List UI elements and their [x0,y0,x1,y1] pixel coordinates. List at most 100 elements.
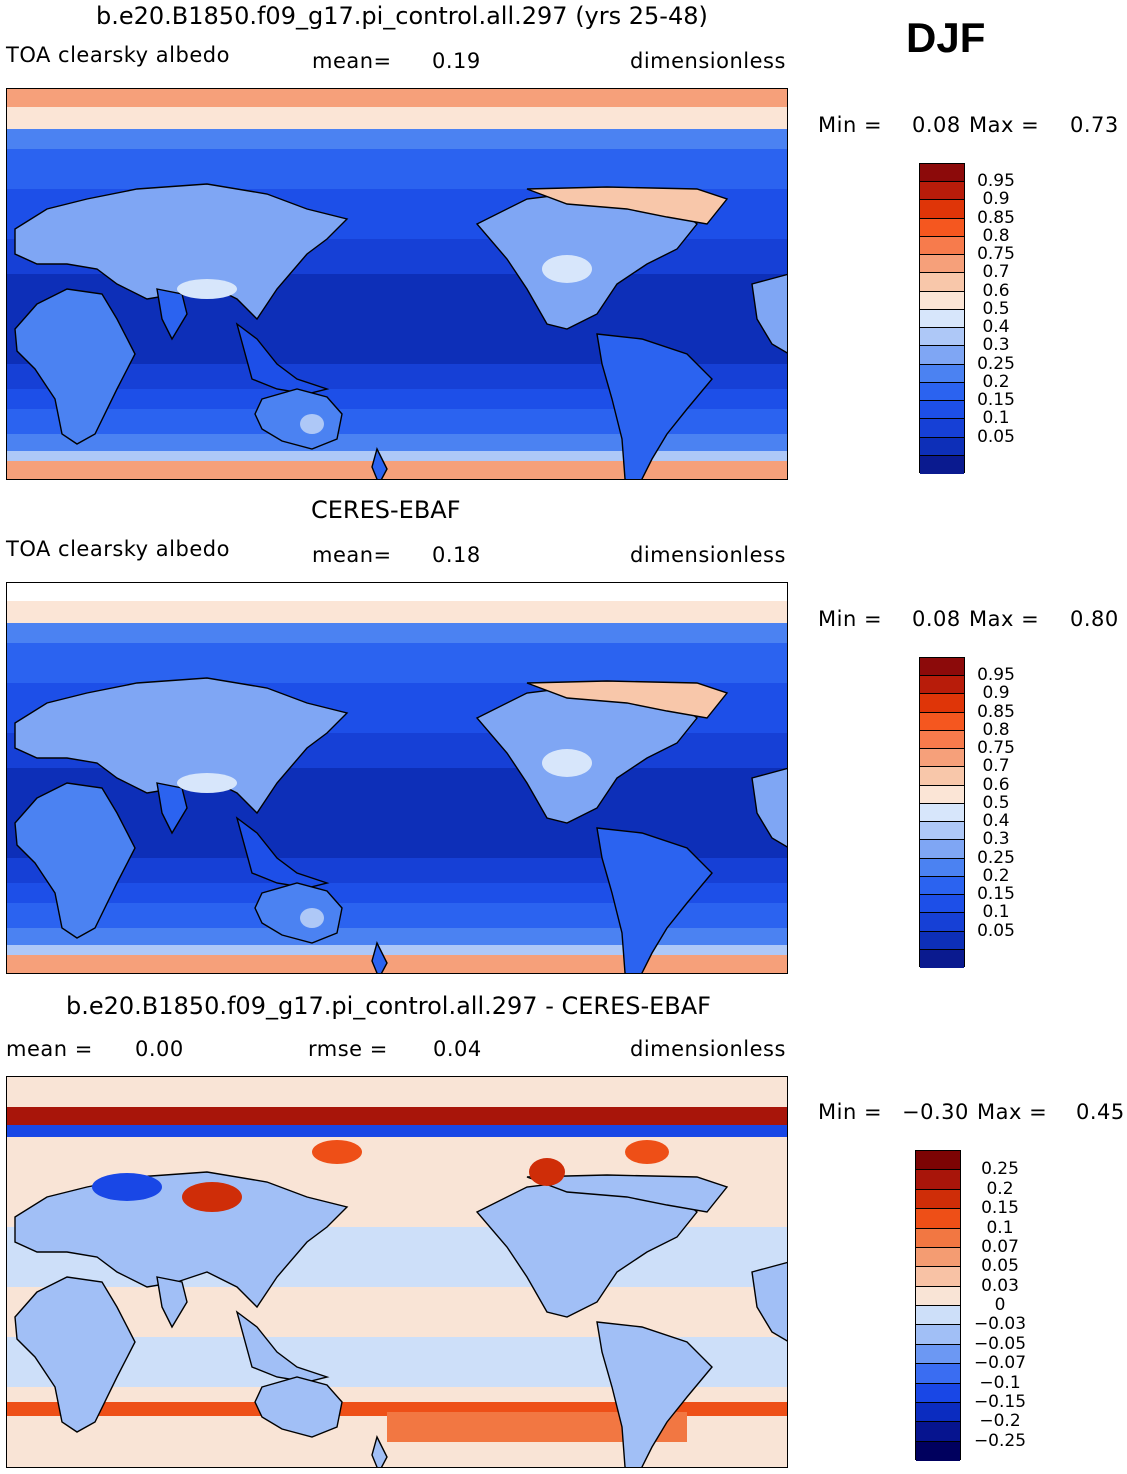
panel2-max-key: Max = [969,607,1040,631]
colorbar-tick-label: 0.05 [977,426,1015,447]
colorbar-swatch [916,1286,960,1306]
continent-eurasia [14,677,349,815]
colorbar-swatch [916,1422,960,1442]
colorbar-tick-label: 0.25 [981,1159,1019,1180]
latitude-band [7,883,787,903]
continent-samerica [596,333,713,479]
continent-india [156,288,188,341]
colorbar-swatch [916,1267,960,1287]
map-layer [7,1077,787,1467]
colorbar-swatch [920,236,964,256]
continent-westeu [751,273,787,354]
colorbar-tick-label: 0.2 [982,865,1010,886]
continent-nz [371,1435,388,1467]
continent-greenland [526,680,729,719]
panel1-min-key: Min = [818,113,883,137]
colorbar-swatch [916,1441,960,1461]
panel3-min-key: Min = [818,1100,883,1124]
colorbar-swatch [916,1402,960,1423]
continent-samerica [596,827,713,973]
colorbar-tick-label: 0.25 [977,353,1015,374]
panel1-units: dimensionless [630,49,786,73]
continent-samerica [596,1321,713,1467]
colorbar-tick-label: 0.5 [982,298,1010,319]
latitude-band [7,601,787,623]
latitude-band [7,955,787,973]
colorbar-tick-label: 0.3 [982,829,1010,850]
colorbar-tick-label: 0.7 [982,262,1010,283]
map-layer [7,583,787,973]
latitude-band [7,107,787,129]
panel2-map [6,582,788,974]
continent-india [156,782,188,835]
continent-australia [254,882,343,944]
colorbar-tick-label: 0.85 [977,701,1015,722]
colorbar-tick-label: 0.4 [982,317,1010,338]
colorbar-tick-label: 0.05 [977,920,1015,941]
colorbar-tick-label: 0.05 [981,1256,1019,1277]
latitude-band [7,389,787,409]
colorbar-swatch [920,785,964,804]
latitude-band [7,583,787,601]
latitude-band [7,451,787,461]
continent-australia [254,388,343,450]
panel1-mean-value: 0.19 [432,49,481,73]
colorbar-swatch [920,730,964,750]
panel3-min-value: −0.30 [902,1100,969,1124]
colorbar-swatch [920,876,964,896]
colorbar-tick-label: 0.95 [977,665,1015,686]
colorbar-swatch [916,1228,960,1248]
continent-westeu [751,1261,787,1342]
latitude-band [7,461,787,479]
high-albedo-patch [177,279,237,299]
colorbar-swatch [920,676,964,695]
continent-africa [14,782,136,939]
colorbar-swatch [920,291,964,310]
high-albedo-patch [177,773,237,793]
colorbar-tick-label: 0.15 [977,884,1015,905]
colorbar-tick-label: 0.95 [977,171,1015,192]
latitude-band [7,945,787,955]
panel2-units: dimensionless [630,543,786,567]
panel3-colorbar [915,1150,961,1461]
colorbar-tick-label: −0.15 [973,1391,1027,1412]
arctic-negative-band [7,1125,787,1137]
colorbar-tick-label: 0.1 [982,408,1010,429]
colorbar-swatch [920,913,964,932]
colorbar-swatch [916,1209,960,1229]
colorbar-swatch [920,200,964,219]
panel1-variable-label: TOA clearsky albedo [6,43,230,67]
arctic-positive-band [7,1107,787,1125]
colorbar-swatch [920,164,964,183]
panel2-min-key: Min = [818,607,883,631]
colorbar-swatch [920,949,964,968]
colorbar-swatch [920,895,964,914]
colorbar-tick-label: 0.03 [981,1275,1019,1296]
continent-greenland [526,1174,729,1213]
colorbar-tick-label: 0.5 [982,792,1010,813]
colorbar-tick-label: −0.1 [979,1372,1021,1393]
latitude-band [7,928,787,945]
colorbar-swatch [920,364,964,383]
colorbar-swatch [920,419,964,438]
panel3-rmse-value: 0.04 [433,1037,482,1061]
colorbar-swatch [920,694,964,713]
panel3-max-key: Max = [977,1100,1048,1124]
colorbar-swatch [920,255,964,274]
colorbar-tick-label: 0.75 [977,244,1015,265]
panel1-colorbar-labels: 0.95 0.9 0.85 0.8 0.75 0.7 0.6 0.5 0.4 0.3 0.25 0.2… [966,163,1026,473]
colorbar-swatch [920,437,964,456]
colorbar-swatch [920,455,964,474]
colorbar-tick-label: 0.25 [977,847,1015,868]
colorbar-tick-label: 0.6 [982,280,1010,301]
colorbar-tick-label: 0.4 [982,811,1010,832]
panel3-colorbar-labels: 0.25 0.2 0.15 0.1 0.07 0.05 0.03 0 −0.03 −0.05 −0.… [970,1150,1030,1460]
colorbar-tick-label: 0.2 [982,371,1010,392]
high-albedo-patch [300,908,324,928]
colorbar-swatch [920,767,964,786]
colorbar-swatch [920,858,964,877]
colorbar-tick-label: 0.75 [977,738,1015,759]
panel3-units: dimensionless [630,1037,786,1061]
colorbar-tick-label: −0.05 [973,1333,1027,1354]
continent-nz [371,941,388,973]
